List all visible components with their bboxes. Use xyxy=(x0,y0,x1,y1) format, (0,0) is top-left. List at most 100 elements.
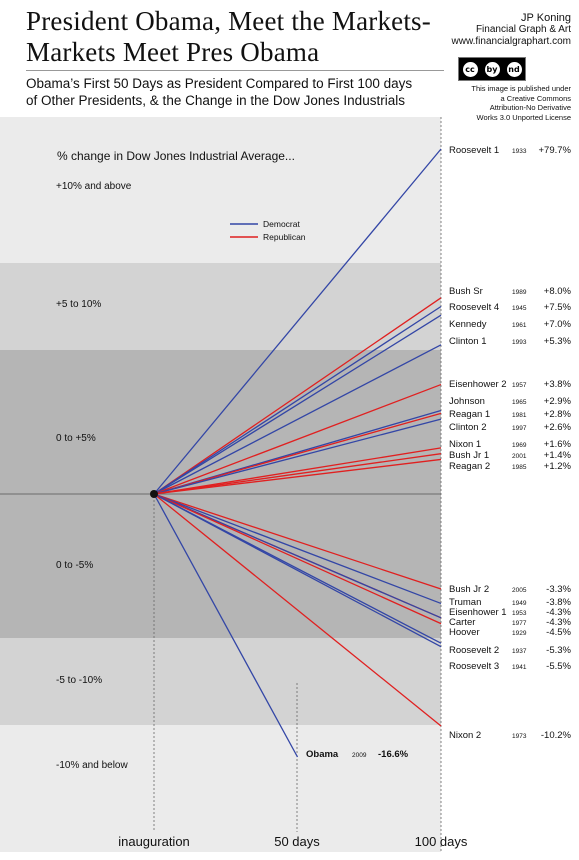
license-line: Attribution-No Derivative xyxy=(489,103,571,112)
series-label-value: +2.6% xyxy=(544,422,572,433)
series-label-year: 1961 xyxy=(512,322,527,329)
series-label-year: 1957 xyxy=(512,382,527,389)
chart-inner-title: % change in Dow Jones Industrial Average… xyxy=(57,149,295,163)
band-label: 0 to -5% xyxy=(56,560,93,571)
origin-point xyxy=(150,490,158,498)
series-label-name: Reagan 2 xyxy=(449,461,490,472)
x-tick-label: 50 days xyxy=(274,834,320,849)
series-line xyxy=(153,314,442,495)
series-label-name: Roosevelt 1 xyxy=(449,145,499,156)
series-label-year: 1941 xyxy=(512,664,527,671)
band-label: -5 to -10% xyxy=(56,675,102,686)
series-label-year: 1937 xyxy=(512,648,527,655)
series-label-value: +2.9% xyxy=(544,396,572,407)
series-label-value: +2.8% xyxy=(544,409,572,420)
series-label-name: Obama xyxy=(306,749,339,760)
series-line xyxy=(153,493,299,758)
author-name: JP Koning xyxy=(521,12,571,24)
series-label-name: Carter xyxy=(449,617,475,628)
nd-icon: nd xyxy=(506,61,522,77)
series-label-value: +3.8% xyxy=(544,379,572,390)
series-label-name: Clinton 1 xyxy=(449,336,487,347)
band-2 xyxy=(0,263,441,350)
series-line xyxy=(153,412,442,495)
series-line xyxy=(153,493,442,590)
series-line xyxy=(153,418,442,495)
band-4 xyxy=(0,494,441,638)
legend-label-republican: Republican xyxy=(263,232,306,242)
series-label-value: -4.3% xyxy=(546,617,571,628)
series-label-name: Hoover xyxy=(449,627,480,638)
series-label-year: 1969 xyxy=(512,442,527,449)
chart-title-line-2: Markets Meet Pres Obama xyxy=(26,37,320,67)
series-label-value: -4.3% xyxy=(546,607,571,618)
chart-title-line-1: President Obama, Meet the Markets- xyxy=(26,6,431,36)
series-line xyxy=(153,493,442,605)
series-label-year: 1949 xyxy=(512,600,527,607)
chart-subtitle-line-2: of Other Presidents, & the Change in the… xyxy=(26,93,405,108)
series-label-year: 1997 xyxy=(512,425,527,432)
series-label-value: +1.6% xyxy=(544,439,572,450)
by-icon: by xyxy=(484,61,500,77)
series-label-value: -3.3% xyxy=(546,584,571,595)
series-line xyxy=(153,305,442,495)
series-label-value: +79.7% xyxy=(539,145,572,156)
series-label-year: 1977 xyxy=(512,620,527,627)
series-label-year: 1965 xyxy=(512,399,527,406)
series-label-name: Eisenhower 2 xyxy=(449,379,507,390)
license-line: a Creative Commons xyxy=(500,93,571,103)
series-label-name: Eisenhower 1 xyxy=(449,607,507,618)
series-label-year: 1929 xyxy=(512,630,527,637)
series-label-value: -4.5% xyxy=(546,627,571,638)
series-label-name: Truman xyxy=(449,597,481,608)
series-line xyxy=(153,447,442,495)
series-line xyxy=(153,148,442,495)
band-label: 0 to +5% xyxy=(56,433,96,444)
series-label-name: Roosevelt 4 xyxy=(449,302,499,313)
series-label-value: +1.2% xyxy=(544,461,572,472)
series-label-name: Clinton 2 xyxy=(449,422,487,433)
series-label-name: Kennedy xyxy=(449,319,487,330)
series-label-year: 1985 xyxy=(512,464,527,471)
series-label-year: 2005 xyxy=(512,587,527,594)
series-line xyxy=(153,493,442,625)
series-label-year: 2001 xyxy=(512,453,527,460)
band-6 xyxy=(0,725,441,852)
series-label-year: 2009 xyxy=(352,752,367,759)
series-label-name: Nixon 1 xyxy=(449,439,481,450)
series-label-name: Johnson xyxy=(449,396,485,407)
series-line xyxy=(153,344,442,495)
band-label: -10% and below xyxy=(56,760,128,771)
series-line xyxy=(153,453,442,495)
series-label-year: 1945 xyxy=(512,305,527,312)
series-label-name: Bush Jr 2 xyxy=(449,584,489,595)
band-label: +5 to 10% xyxy=(56,299,101,310)
series-label-value: -5.3% xyxy=(546,645,571,656)
cc-icon: cc xyxy=(462,61,478,77)
x-tick-label: inauguration xyxy=(118,834,190,849)
series-label-name: Bush Sr xyxy=(449,286,483,297)
series-label-name: Bush Jr 1 xyxy=(449,450,489,461)
band-label: +10% and above xyxy=(56,181,132,192)
series-label-year: 1973 xyxy=(512,733,527,740)
band-5 xyxy=(0,638,441,725)
title-divider xyxy=(26,70,444,71)
series-label-value: +7.0% xyxy=(544,319,572,330)
series-label-name: Reagan 1 xyxy=(449,409,490,420)
series-label-year: 1933 xyxy=(512,148,527,155)
series-label-value: +8.0% xyxy=(544,286,572,297)
author-url: www.financialgraphart.com xyxy=(451,36,572,47)
series-label-value: -16.6% xyxy=(378,749,409,760)
license-line: This image is published under xyxy=(471,84,571,93)
series-label-year: 1989 xyxy=(512,289,527,296)
creative-commons-badge: cc by nd xyxy=(458,57,526,81)
x-tick-label: 100 days xyxy=(415,834,468,849)
series-label-value: +1.4% xyxy=(544,450,572,461)
series-label-year: 1953 xyxy=(512,610,527,617)
series-label-name: Roosevelt 2 xyxy=(449,645,499,656)
series-line xyxy=(153,297,442,495)
series-label-year: 1993 xyxy=(512,339,527,346)
series-label-name: Roosevelt 3 xyxy=(449,661,499,672)
series-line xyxy=(153,383,442,495)
